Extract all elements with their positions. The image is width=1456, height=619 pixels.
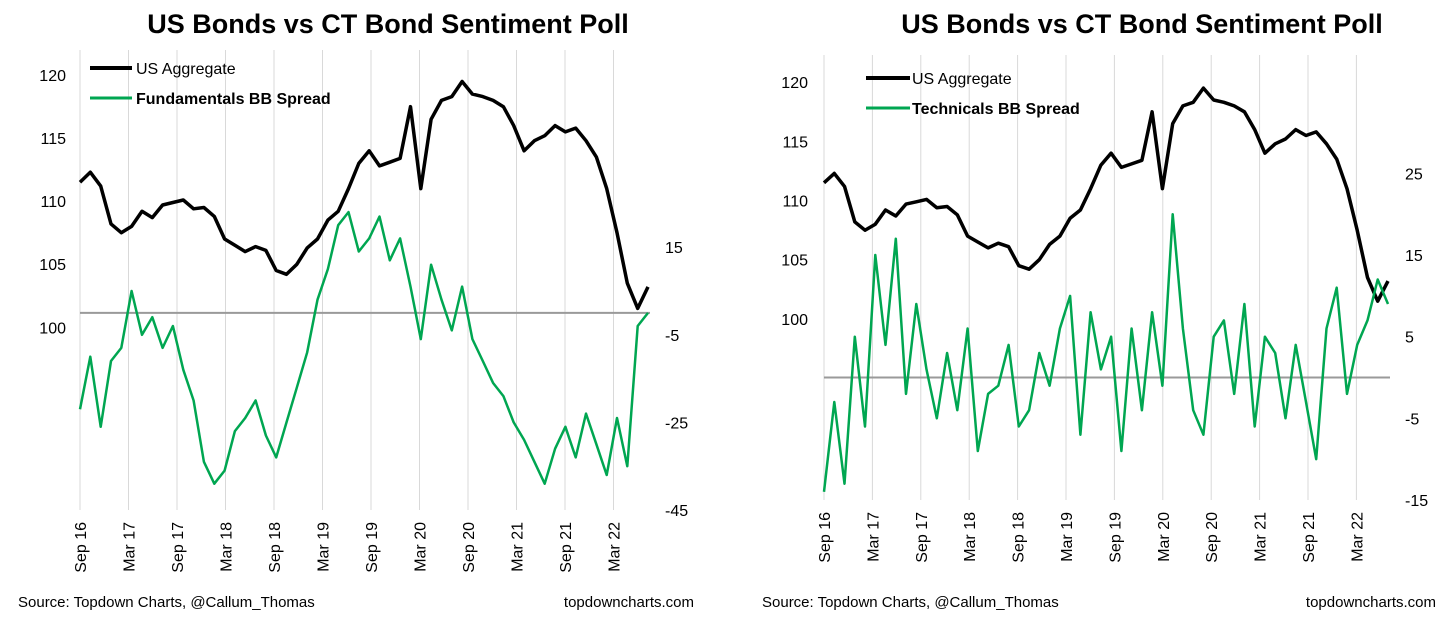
y-right-tick-label: -5 xyxy=(1405,411,1419,428)
y-left-tick-label: 110 xyxy=(40,194,66,211)
y-left-tick-label: 105 xyxy=(781,253,808,270)
y-axis-left: 100 105 110 115 120 xyxy=(39,68,66,337)
y-right-tick-label: -15 xyxy=(1405,493,1428,510)
x-tick-label: Sep 16 xyxy=(817,512,834,563)
x-tick-label: Mar 21 xyxy=(510,522,527,572)
x-tick-label: Sep 20 xyxy=(461,522,478,573)
y-axis-left: 100 105 110 115 120 xyxy=(781,75,808,329)
series-line-green xyxy=(822,212,1390,492)
x-tick-label: Mar 22 xyxy=(1349,512,1366,562)
chart-title: US Bonds vs CT Bond Sentiment Poll xyxy=(147,9,629,39)
y-left-tick-label: 100 xyxy=(39,320,66,337)
y-axis-right: 25 15 5 -5 -15 xyxy=(1405,166,1428,510)
chart-left-svg: US Bonds vs CT Bond Sentiment Poll 10010… xyxy=(18,9,694,611)
y-right-tick-label: -5 xyxy=(665,328,679,345)
legend: US Aggregate Fundamentals BB Spread xyxy=(90,61,331,108)
x-tick-label: Mar 20 xyxy=(1156,512,1173,562)
x-tick-label: Sep 17 xyxy=(170,522,187,573)
legend-label-green-series: Technicals BB Spread xyxy=(912,101,1080,118)
x-tick-label: Sep 18 xyxy=(267,522,284,573)
legend-label-us-aggregate: US Aggregate xyxy=(136,61,236,78)
x-tick-label: Mar 22 xyxy=(607,522,624,572)
y-right-tick-label: -45 xyxy=(665,503,688,520)
y-left-tick-label: 105 xyxy=(39,257,66,274)
series-lines xyxy=(78,79,650,485)
x-tick-label: Sep 20 xyxy=(1204,512,1221,563)
series-line-green xyxy=(78,210,649,485)
website-credit: topdowncharts.com xyxy=(564,594,694,611)
x-tick-label: Mar 19 xyxy=(316,522,333,572)
chart-panel-left: US Bonds vs CT Bond Sentiment Poll 100 10… xyxy=(18,9,694,611)
chart-title: US Bonds vs CT Bond Sentiment Poll xyxy=(901,9,1383,39)
x-tick-label: Mar 20 xyxy=(413,522,430,572)
legend-label-us-aggregate: US Aggregate xyxy=(912,71,1012,88)
y-right-tick-label: -25 xyxy=(665,415,688,432)
y-right-tick-label: 25 xyxy=(1405,166,1423,183)
x-tick-label: Sep 19 xyxy=(1107,512,1124,563)
x-tick-label: Mar 21 xyxy=(1253,512,1270,562)
y-right-tick-label: 5 xyxy=(1405,330,1414,347)
x-tick-label: Mar 18 xyxy=(219,522,236,572)
x-tick-label: Mar 19 xyxy=(1059,512,1076,562)
y-right-tick-label: 15 xyxy=(1405,248,1423,265)
source-note: Source: Topdown Charts, @Callum_Thomas xyxy=(762,594,1059,611)
x-tick-label: Sep 17 xyxy=(914,512,931,563)
series-line-us-aggregate xyxy=(822,86,1390,303)
x-tick-label: Sep 21 xyxy=(558,522,575,573)
chart-panel-right: US Bonds vs CT Bond Sentiment Poll 100 10… xyxy=(728,0,1456,619)
gridlines xyxy=(823,55,1357,500)
y-right-tick-label: 15 xyxy=(665,240,683,257)
y-axis-right: 15 -5 -25 -45 xyxy=(665,240,688,520)
y-left-tick-label: 120 xyxy=(781,75,808,92)
x-tick-label: Sep 21 xyxy=(1301,512,1318,563)
series-line-us-aggregate xyxy=(78,79,650,311)
chart-right-svg: US Bonds vs CT Bond Sentiment Poll 10010… xyxy=(762,9,1436,611)
legend: US Aggregate Technicals BB Spread xyxy=(866,71,1080,118)
y-left-tick-label: 110 xyxy=(782,194,808,211)
series-lines xyxy=(822,86,1390,492)
x-tick-label: Mar 17 xyxy=(122,522,139,572)
y-left-tick-label: 115 xyxy=(40,131,66,148)
gridlines xyxy=(79,50,614,510)
y-left-tick-label: 115 xyxy=(782,134,808,151)
source-note: Source: Topdown Charts, @Callum_Thomas xyxy=(18,594,315,611)
x-tick-label: Sep 19 xyxy=(364,522,381,573)
x-tick-label: Sep 16 xyxy=(73,522,90,573)
x-axis: Sep 16 Mar 17 Sep 17 Mar 18 Sep 18 Mar 19 Sep … xyxy=(817,512,1366,563)
x-tick-label: Mar 17 xyxy=(865,512,882,562)
x-tick-label: Mar 18 xyxy=(962,512,979,562)
x-tick-label: Sep 18 xyxy=(1011,512,1028,563)
website-credit: topdowncharts.com xyxy=(1306,594,1436,611)
x-axis: Sep 16 Mar 17 Sep 17 Mar 18 Sep 18 Mar 19 Sep … xyxy=(73,522,624,573)
y-left-tick-label: 100 xyxy=(781,312,808,329)
legend-label-green-series: Fundamentals BB Spread xyxy=(136,91,331,108)
y-left-tick-label: 120 xyxy=(39,68,66,85)
